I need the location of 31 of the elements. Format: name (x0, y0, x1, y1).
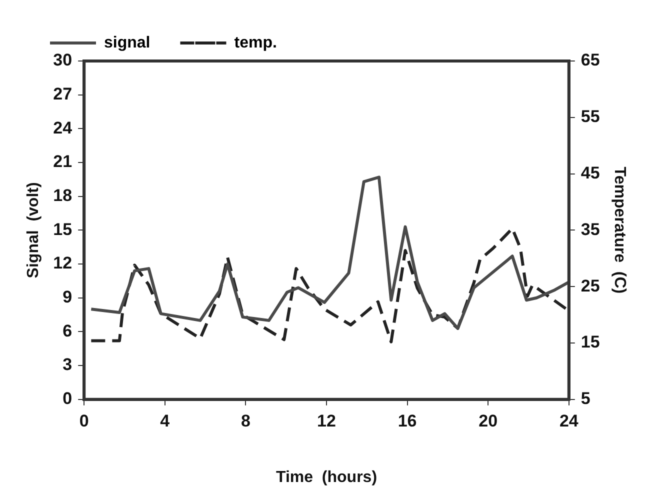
y-tick-label: 9 (62, 288, 72, 307)
y-axis-title: Signal (volt) (25, 182, 42, 278)
x-tick-label: 12 (317, 411, 336, 430)
x-tick-label: 8 (240, 411, 250, 430)
x-tick-label: 4 (160, 411, 170, 430)
y-tick-label: 30 (53, 50, 72, 70)
x-tick-label: 0 (79, 411, 89, 430)
x-tick-label: 20 (478, 411, 498, 430)
x-tick-label: 16 (398, 411, 417, 430)
legend-label: signal (104, 34, 150, 52)
y-tick-label: 27 (53, 84, 72, 104)
x-tick-label: 24 (559, 411, 579, 430)
y2-tick-label: 65 (580, 50, 600, 70)
y-tick-label: 6 (62, 321, 72, 340)
y2-tick-label: 45 (580, 163, 600, 182)
y-tick-label: 12 (53, 254, 72, 273)
y-tick-label: 15 (53, 220, 72, 239)
y-tick-label: 21 (53, 152, 72, 172)
y-tick-label: 0 (62, 389, 72, 408)
y-tick-label: 18 (53, 186, 72, 206)
y-tick-label: 3 (62, 355, 72, 374)
y2-tick-label: 35 (580, 220, 600, 239)
legend-label: temp. (234, 34, 277, 52)
y2-tick-label: 15 (580, 332, 600, 352)
y2-tick-label: 25 (580, 276, 600, 296)
y2-axis-title: Temperature (C) (610, 166, 628, 294)
x-axis-title: Time (hours) (276, 468, 378, 486)
y2-tick-label: 5 (580, 389, 590, 408)
y2-tick-label: 55 (580, 107, 600, 126)
line-series (90, 227, 569, 344)
y-tick-label: 24 (53, 118, 73, 138)
